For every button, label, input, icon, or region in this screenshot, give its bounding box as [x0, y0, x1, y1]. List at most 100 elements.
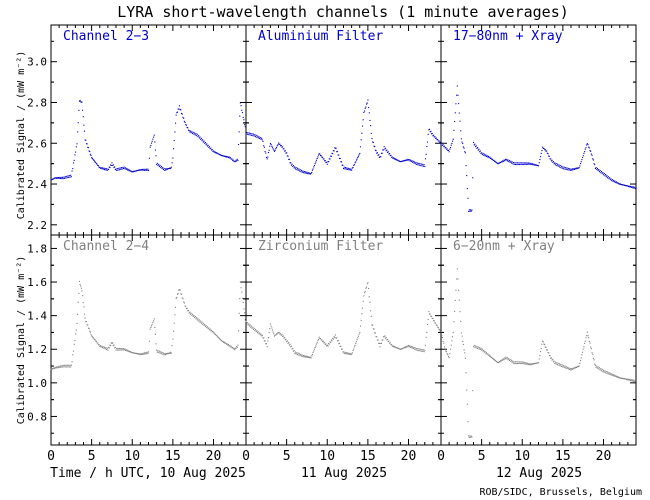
- data-point: [585, 147, 587, 149]
- data-point: [370, 125, 372, 127]
- data-point: [407, 158, 409, 160]
- data-point: [204, 323, 206, 326]
- data-point: [382, 339, 384, 341]
- data-point: [196, 317, 198, 319]
- data-point: [296, 354, 299, 356]
- data-point: [448, 151, 450, 153]
- data-point: [266, 346, 268, 348]
- data-point: [159, 352, 161, 354]
- data-point: [210, 330, 212, 332]
- data-point: [435, 137, 437, 139]
- data-point: [491, 158, 493, 160]
- data-point: [263, 145, 265, 147]
- data-point: [498, 361, 500, 363]
- data-point: [592, 158, 594, 160]
- data-point: [391, 156, 393, 158]
- data-point: [487, 353, 489, 355]
- data-point: [326, 161, 328, 163]
- data-point: [416, 162, 418, 164]
- data-point: [617, 376, 619, 378]
- data-point: [621, 183, 623, 185]
- data-point: [487, 155, 489, 157]
- data-point: [132, 171, 134, 173]
- data-point: [225, 343, 227, 345]
- data-point: [225, 342, 227, 344]
- data-point: [247, 132, 249, 134]
- data-point: [383, 336, 385, 338]
- data-point: [582, 348, 584, 350]
- data-point: [531, 163, 533, 166]
- data-point: [143, 169, 146, 171]
- data-point: [344, 351, 346, 353]
- data-point: [542, 340, 544, 342]
- data-point: [388, 153, 390, 155]
- data-point: [618, 182, 620, 184]
- data-point: [384, 147, 387, 149]
- data-point: [198, 319, 200, 321]
- data-point: [68, 366, 70, 368]
- data-point: [248, 325, 250, 327]
- data-point: [59, 366, 61, 368]
- data-point: [550, 160, 552, 162]
- panel-frame: [50, 24, 247, 236]
- data-point: [53, 367, 55, 369]
- data-point: [554, 362, 556, 365]
- data-point: [387, 340, 389, 343]
- data-point: [527, 163, 529, 165]
- data-point: [536, 362, 538, 364]
- data-point: [513, 361, 515, 363]
- data-point: [493, 160, 496, 162]
- data-point: [203, 140, 205, 142]
- data-point: [246, 322, 248, 324]
- data-point: [440, 331, 442, 333]
- x-tick-label: 0: [47, 449, 55, 464]
- data-point: [499, 161, 501, 164]
- data-point: [59, 176, 61, 179]
- data-point: [362, 119, 364, 121]
- data-point: [598, 168, 600, 171]
- data-point: [509, 358, 511, 360]
- data-point: [473, 141, 475, 144]
- data-point: [417, 164, 419, 166]
- data-point: [194, 317, 196, 319]
- y-tick-label: 0.8: [27, 410, 47, 423]
- data-point: [470, 436, 472, 438]
- data-point: [466, 403, 468, 405]
- data-point: [99, 166, 101, 168]
- data-point: [373, 328, 375, 330]
- data-point: [244, 126, 246, 128]
- data-point: [322, 156, 324, 158]
- data-point: [220, 154, 222, 156]
- data-point: [355, 341, 357, 343]
- data-point: [370, 310, 372, 312]
- data-point: [432, 317, 434, 320]
- data-point: [493, 358, 495, 360]
- data-point: [360, 319, 362, 321]
- data-point: [287, 155, 289, 157]
- data-point: [268, 331, 270, 334]
- data-point: [138, 353, 140, 355]
- data-point: [67, 366, 69, 368]
- data-point: [548, 155, 550, 157]
- data-point: [166, 168, 168, 170]
- data-point: [273, 149, 275, 151]
- data-point: [174, 131, 176, 133]
- data-point: [197, 136, 199, 138]
- data-point: [152, 138, 154, 140]
- data-point: [374, 332, 376, 334]
- data-point: [482, 152, 484, 155]
- data-point: [576, 168, 578, 170]
- data-point: [407, 346, 409, 348]
- data-point: [474, 346, 476, 348]
- data-point: [477, 347, 479, 349]
- data-point: [206, 326, 209, 328]
- data-point: [617, 183, 619, 185]
- data-point: [389, 342, 391, 344]
- data-point: [405, 346, 407, 348]
- data-point: [514, 162, 516, 164]
- data-point: [79, 99, 81, 102]
- data-point: [217, 336, 219, 338]
- data-point: [582, 156, 584, 159]
- data-point: [341, 164, 343, 166]
- data-point: [69, 176, 71, 178]
